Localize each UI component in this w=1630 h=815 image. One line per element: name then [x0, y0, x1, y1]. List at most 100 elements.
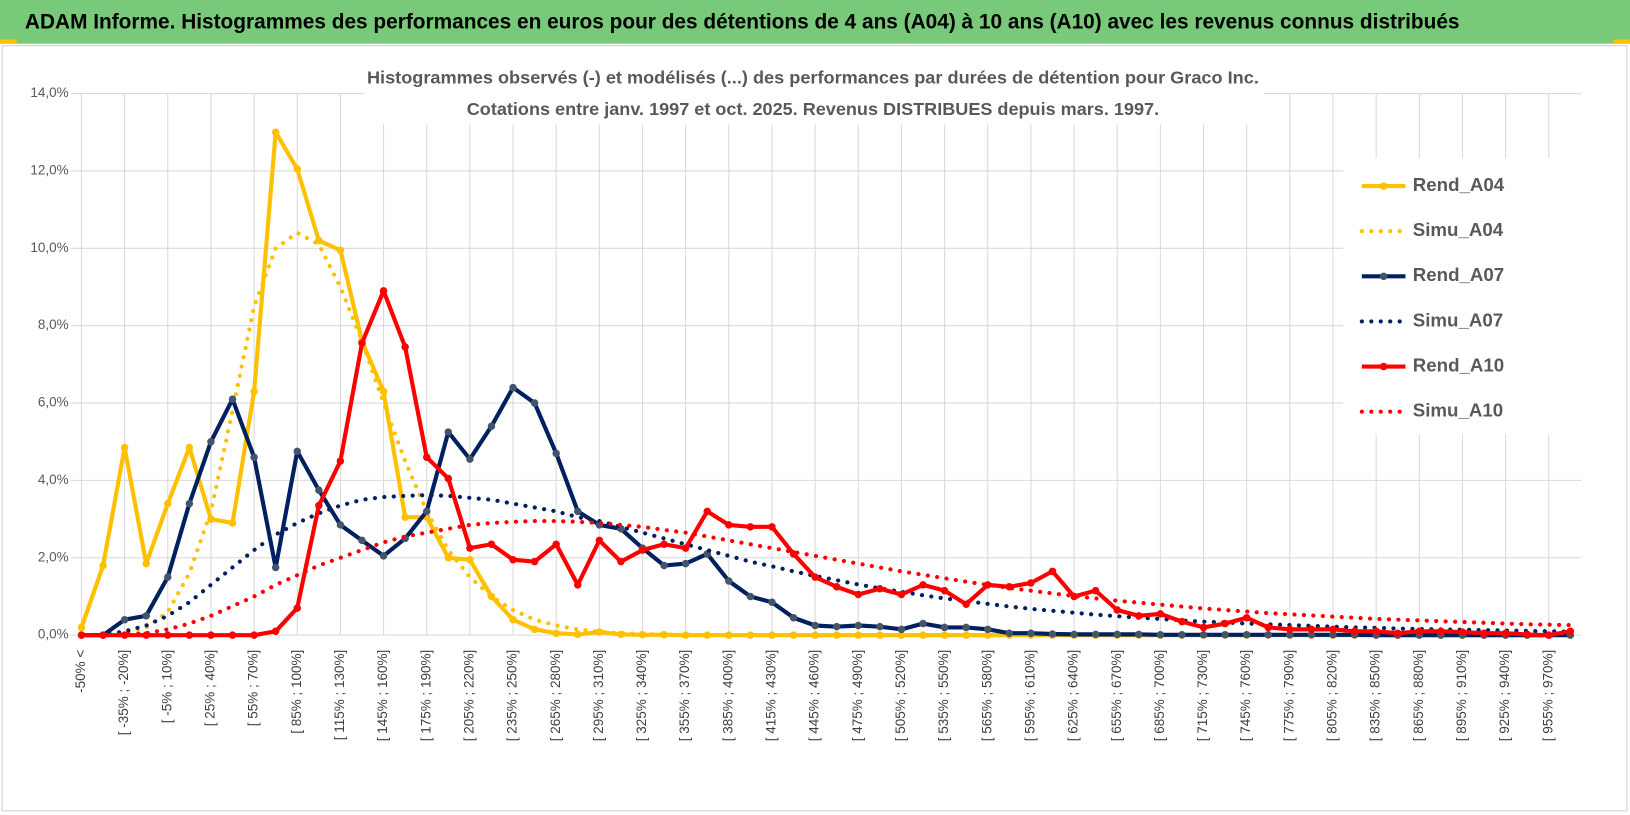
data-point — [1199, 623, 1208, 632]
data-point — [681, 544, 690, 552]
y-tick-label: 8,0% — [38, 317, 69, 332]
x-tick-label: [ 115% ; 130%] — [332, 650, 347, 741]
data-point — [1393, 629, 1402, 637]
data-point — [185, 499, 194, 508]
data-point — [120, 443, 129, 452]
data-point — [228, 519, 237, 527]
data-point — [681, 559, 690, 568]
x-tick-label: [ 415% ; 430%] — [764, 650, 779, 742]
data-point — [530, 399, 539, 407]
data-point — [1286, 631, 1294, 639]
data-point — [1545, 631, 1553, 639]
data-point — [1070, 630, 1078, 639]
data-point — [984, 625, 992, 634]
data-point — [1329, 625, 1337, 634]
data-point — [1242, 614, 1251, 622]
plot-area — [77, 128, 1575, 639]
data-point — [401, 343, 409, 351]
y-tick-label: 14,0% — [30, 85, 68, 100]
x-tick-label: [ 355% ; 370%] — [677, 650, 692, 742]
legend-label: Simu_A10 — [1413, 400, 1503, 421]
data-point — [120, 615, 129, 624]
data-point — [854, 590, 863, 599]
title-background — [363, 62, 1265, 125]
data-point — [207, 515, 215, 523]
legend-marker — [1379, 362, 1388, 371]
data-point — [379, 387, 388, 396]
x-tick-label: [ 835% ; 850%] — [1368, 650, 1383, 742]
data-point — [746, 592, 755, 601]
x-tick-label: [ 295% ; 310%] — [591, 650, 606, 742]
data-point — [574, 630, 582, 639]
data-point — [832, 583, 841, 591]
x-tick-label: [ 475% ; 490%] — [850, 650, 865, 742]
data-point — [401, 513, 409, 521]
x-tick-label: [ 805% ; 820%] — [1325, 650, 1340, 742]
data-point — [1437, 627, 1445, 636]
data-point — [164, 631, 172, 639]
x-tick-label: [ 925% ; 940%] — [1497, 650, 1512, 742]
header-title: ADAM Informe. Histogrammes des performan… — [25, 10, 1460, 33]
data-point — [1566, 627, 1575, 636]
data-point — [1156, 610, 1165, 618]
data-point — [1242, 631, 1251, 639]
data-point — [1048, 567, 1057, 576]
data-point — [574, 581, 582, 589]
x-tick-label: [ 55% ; 70%] — [246, 650, 261, 727]
data-point — [466, 544, 474, 552]
data-point — [832, 622, 841, 631]
legend-marker — [1379, 182, 1388, 190]
data-point — [1091, 586, 1100, 595]
data-point — [1091, 630, 1100, 639]
data-point — [1286, 625, 1294, 634]
data-point — [530, 557, 539, 566]
data-point — [293, 604, 301, 612]
data-point — [1350, 627, 1359, 636]
data-point — [595, 628, 604, 636]
y-tick-label: 0,0% — [38, 627, 69, 642]
data-point — [660, 540, 668, 548]
x-tick-label: [ 565% ; 580%] — [979, 650, 994, 742]
data-point — [228, 395, 237, 403]
data-point — [185, 631, 194, 639]
data-point — [552, 449, 560, 458]
data-point — [315, 501, 323, 510]
data-point — [487, 422, 496, 430]
data-point — [876, 622, 884, 631]
data-point — [1264, 631, 1273, 639]
data-point — [250, 387, 258, 396]
corner — [0, 39, 17, 44]
data-point — [466, 455, 474, 463]
data-point — [444, 554, 453, 562]
x-tick-label: [ -5% ; 10%] — [159, 650, 174, 724]
data-point — [1113, 630, 1121, 639]
data-point — [336, 457, 345, 465]
data-point — [1307, 631, 1316, 639]
data-point — [919, 631, 927, 639]
data-point — [962, 623, 970, 632]
data-point — [358, 339, 366, 347]
corner — [1613, 39, 1630, 44]
data-point — [897, 631, 906, 639]
data-point — [854, 621, 863, 630]
x-tick-label: [ 325% ; 340%] — [634, 650, 649, 742]
data-point — [1027, 579, 1035, 587]
x-tick-label: [ 685% ; 700%] — [1152, 650, 1167, 742]
data-point — [1458, 628, 1467, 636]
data-point — [1221, 619, 1229, 628]
data-point — [315, 486, 323, 494]
data-point — [746, 523, 755, 531]
data-point — [293, 165, 301, 173]
data-point — [1048, 630, 1057, 638]
x-tick-label: [ 655% ; 670%] — [1109, 650, 1124, 742]
data-point — [811, 573, 819, 581]
data-point — [660, 561, 668, 570]
data-point — [164, 499, 172, 508]
data-point — [250, 453, 258, 461]
x-tick-label: [ 85% ; 100%] — [289, 650, 304, 734]
series-line — [81, 385, 1571, 638]
data-point — [1372, 627, 1380, 636]
data-point — [422, 507, 431, 516]
data-point — [832, 631, 841, 639]
